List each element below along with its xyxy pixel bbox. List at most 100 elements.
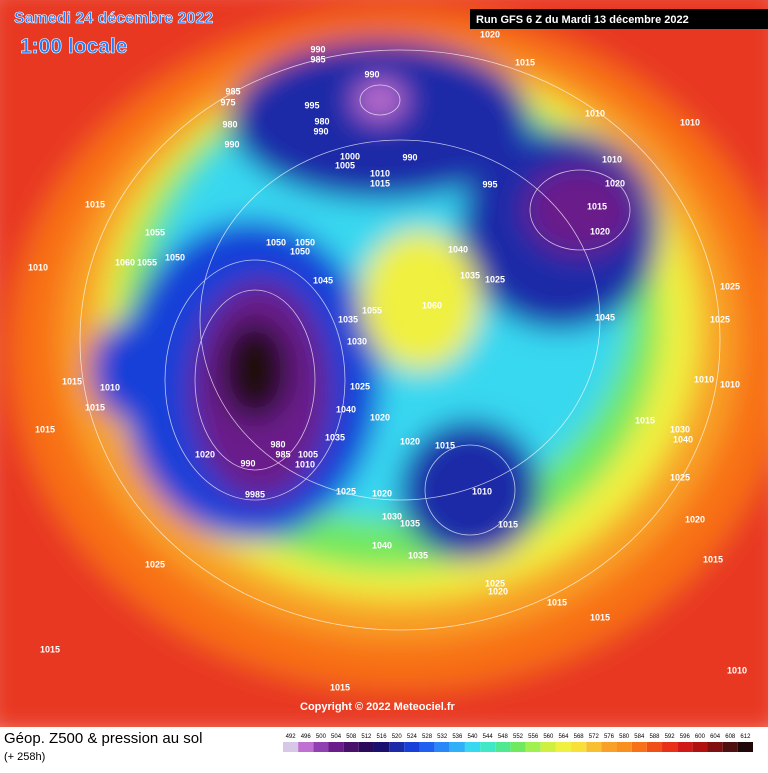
colorbar-label: 568 <box>574 734 585 740</box>
pressure-label: 9985 <box>245 489 265 499</box>
pressure-label: 1025 <box>485 578 505 588</box>
pressure-label: 1050 <box>295 237 315 247</box>
pressure-label: 1050 <box>165 252 185 262</box>
colorbar-swatch <box>692 742 708 752</box>
colorbar-label: 516 <box>377 734 388 740</box>
pressure-label: 1010 <box>602 154 622 164</box>
pressure-label: 1060 <box>115 257 135 267</box>
pressure-label: 985 <box>275 449 290 459</box>
colorbar-swatch <box>449 742 465 752</box>
colorbar-label: 536 <box>452 734 463 740</box>
pressure-label: 1025 <box>336 486 356 496</box>
pressure-label: 995 <box>482 179 497 189</box>
pressure-label: 1035 <box>400 518 420 528</box>
pressure-label: 1025 <box>350 381 370 391</box>
colorbar-label: 528 <box>422 734 433 740</box>
pressure-label: 1020 <box>605 178 625 188</box>
colorbar-swatch <box>525 742 541 752</box>
pressure-label: 1055 <box>145 227 165 237</box>
colorbar-swatch <box>283 742 299 752</box>
run-info: Run GFS 6 Z du Mardi 13 décembre 2022 <box>476 14 689 26</box>
pressure-label: 1030 <box>670 424 690 434</box>
colorbar-swatch <box>358 742 374 752</box>
pressure-label: 990 <box>402 152 417 162</box>
colorbar-label: 580 <box>619 734 630 740</box>
pressure-label: 1015 <box>703 554 723 564</box>
pressure-label: 1015 <box>370 178 390 188</box>
pressure-label: 1030 <box>347 336 367 346</box>
pressure-label: 990 <box>240 458 255 468</box>
pressure-label: 990 <box>364 69 379 79</box>
colorbar-swatch <box>298 742 314 752</box>
pressure-label: 1025 <box>145 559 165 569</box>
pressure-label: 1010 <box>370 168 390 178</box>
colorbar-swatch <box>677 742 693 752</box>
colorbar-swatch <box>601 742 617 752</box>
pressure-label: 1055 <box>137 257 157 267</box>
pressure-label: 1015 <box>547 597 567 607</box>
colorbar-swatch <box>495 742 511 752</box>
pressure-label: 1040 <box>372 540 392 550</box>
colorbar-label: 524 <box>407 734 418 740</box>
run-box <box>470 9 768 29</box>
colorbar-swatch <box>571 742 587 752</box>
pressure-label: 1025 <box>670 472 690 482</box>
pressure-label: 1015 <box>85 199 105 209</box>
colorbar-label: 560 <box>543 734 554 740</box>
pressure-label: 1015 <box>330 682 350 692</box>
pressure-label: 1005 <box>298 449 318 459</box>
pressure-label: 1040 <box>673 434 693 444</box>
colorbar-swatch <box>631 742 647 752</box>
pressure-label: 1015 <box>587 201 607 211</box>
colorbar-swatch <box>722 742 738 752</box>
pressure-label: 1015 <box>435 440 455 450</box>
pressure-label: 980 <box>270 439 285 449</box>
local-time: 1:00 locale <box>20 35 127 58</box>
colorbar-swatch <box>707 742 723 752</box>
pressure-label: 1050 <box>290 246 310 256</box>
pressure-label: 1040 <box>448 244 468 254</box>
pressure-label: 1020 <box>372 488 392 498</box>
pressure-label: 1010 <box>727 665 747 675</box>
colorbar: 492 496 500 504 508 512 516 520 524 528 532 536 540 5… <box>283 734 753 752</box>
map-field <box>0 0 768 740</box>
pressure-label: 1010 <box>295 459 315 469</box>
lead-time: (+ 258h) <box>4 751 45 763</box>
pressure-label: 1045 <box>313 275 333 285</box>
colorbar-swatch <box>737 742 753 752</box>
colorbar-label: 584 <box>634 734 645 740</box>
colorbar-label: 496 <box>301 734 312 740</box>
colorbar-swatch <box>540 742 556 752</box>
colorbar-swatch <box>434 742 450 752</box>
pressure-labels: 1020101599098599098597598099099598099010… <box>28 29 747 692</box>
pressure-label: 1020 <box>685 514 705 524</box>
colorbar-label: 564 <box>558 734 569 740</box>
colorbar-label: 500 <box>316 734 327 740</box>
pressure-label: 985 <box>225 86 240 96</box>
pressure-label: 1010 <box>680 117 700 127</box>
colorbar-swatch <box>480 742 496 752</box>
pressure-label: 1015 <box>498 519 518 529</box>
pressure-label: 1025 <box>485 274 505 284</box>
colorbar-swatch <box>343 742 359 752</box>
pressure-label: 990 <box>310 44 325 54</box>
colorbar-swatch <box>404 742 420 752</box>
pressure-label: 990 <box>313 126 328 136</box>
colorbar-label: 592 <box>665 734 676 740</box>
colorbar-label: 508 <box>346 734 357 740</box>
colorbar-label: 492 <box>286 734 297 740</box>
pressure-label: 1010 <box>100 382 120 392</box>
pressure-label: 1055 <box>362 305 382 315</box>
pressure-label: 1005 <box>335 160 355 170</box>
colorbar-label: 504 <box>331 734 342 740</box>
colorbar-label: 600 <box>695 734 706 740</box>
pressure-label: 980 <box>314 116 329 126</box>
colorbar-swatch <box>389 742 405 752</box>
pressure-label: 1025 <box>710 314 730 324</box>
colorbar-label: 608 <box>725 734 736 740</box>
pressure-label: 1015 <box>515 57 535 67</box>
colorbar-swatch <box>373 742 390 752</box>
colorbar-label: 520 <box>392 734 403 740</box>
colorbar-label: 532 <box>437 734 448 740</box>
